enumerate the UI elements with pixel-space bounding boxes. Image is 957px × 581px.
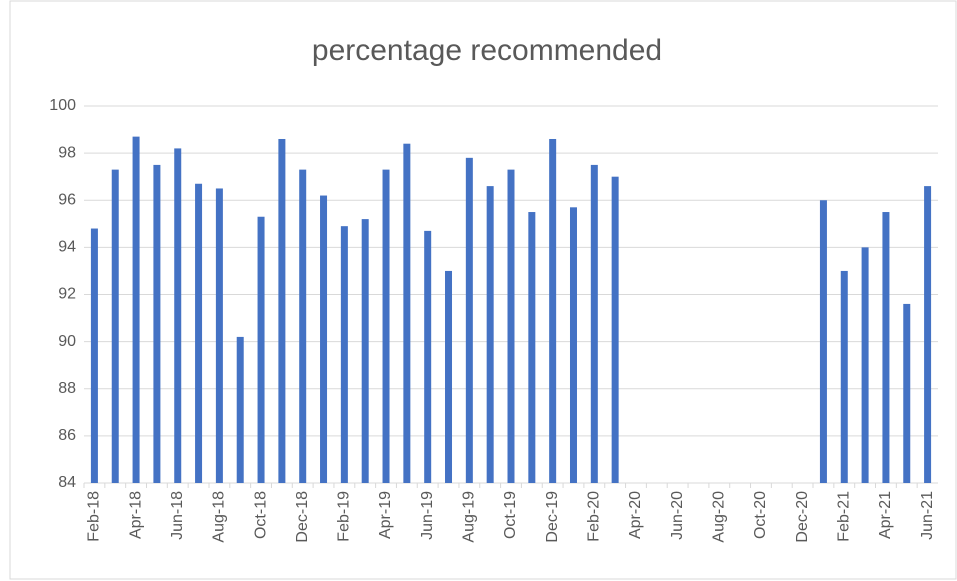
y-tick-label: 92	[58, 286, 76, 303]
y-tick-label: 96	[58, 191, 76, 208]
bar	[236, 336, 244, 483]
bar	[215, 188, 223, 483]
bar	[382, 169, 390, 483]
chart-frame	[9, 0, 957, 580]
x-tick-label: Jun-19	[419, 491, 436, 540]
y-tick-label: 86	[58, 427, 76, 444]
bar	[403, 143, 411, 483]
x-tick-label: Dec-20	[794, 491, 811, 543]
chart-title: percentage recommended	[312, 34, 662, 67]
bar	[361, 219, 369, 483]
y-tick-label: 90	[58, 333, 76, 350]
bar	[340, 226, 348, 483]
bar	[549, 138, 557, 484]
x-tick-label: Aug-18	[211, 491, 228, 543]
x-tick-label: Apr-21	[877, 491, 894, 539]
x-tick-label: Apr-19	[377, 491, 394, 539]
bar	[882, 212, 890, 483]
y-tick-label: 94	[58, 239, 76, 256]
y-tick-label: 84	[58, 474, 76, 491]
bar	[153, 164, 161, 483]
x-tick-label: Apr-18	[127, 491, 144, 539]
x-tick-label: Aug-19	[461, 491, 478, 543]
x-tick-label: Jun-21	[919, 491, 936, 540]
bar	[278, 138, 286, 484]
bar	[507, 169, 515, 483]
bar	[903, 303, 911, 483]
x-tick-label: Feb-20	[586, 491, 603, 542]
x-tick-label: Jun-20	[669, 491, 686, 540]
x-tick-label: Oct-18	[252, 491, 269, 539]
y-tick-label: 98	[58, 144, 76, 161]
bar	[528, 212, 536, 483]
bar	[132, 136, 140, 483]
bar	[320, 195, 328, 483]
x-tick-label: Dec-19	[544, 491, 561, 543]
bar	[195, 183, 203, 483]
x-tick-label: Dec-18	[294, 491, 311, 543]
bar	[840, 270, 848, 483]
bar	[611, 176, 619, 483]
y-tick-label: 88	[58, 380, 76, 397]
bar	[111, 169, 119, 483]
bar	[465, 157, 473, 483]
x-tick-label: Apr-20	[627, 491, 644, 539]
bar	[486, 186, 494, 484]
x-tick-label: Feb-19	[336, 491, 353, 542]
bar	[590, 164, 598, 483]
x-tick-label: Oct-19	[502, 491, 519, 539]
x-tick-label: Aug-20	[711, 491, 728, 543]
bar	[174, 148, 182, 483]
bar	[90, 228, 98, 483]
bar	[257, 216, 265, 483]
x-tick-label: Feb-21	[835, 491, 852, 542]
bar	[424, 230, 432, 483]
x-tick-label: Feb-18	[86, 491, 103, 542]
bar	[819, 200, 827, 483]
bar	[861, 247, 869, 483]
bar	[299, 169, 307, 483]
bar	[569, 207, 577, 483]
y-tick-label: 100	[49, 97, 76, 114]
bar	[445, 270, 453, 483]
x-tick-label: Jun-18	[169, 491, 186, 540]
bar	[924, 186, 932, 484]
x-tick-label: Oct-20	[752, 491, 769, 539]
